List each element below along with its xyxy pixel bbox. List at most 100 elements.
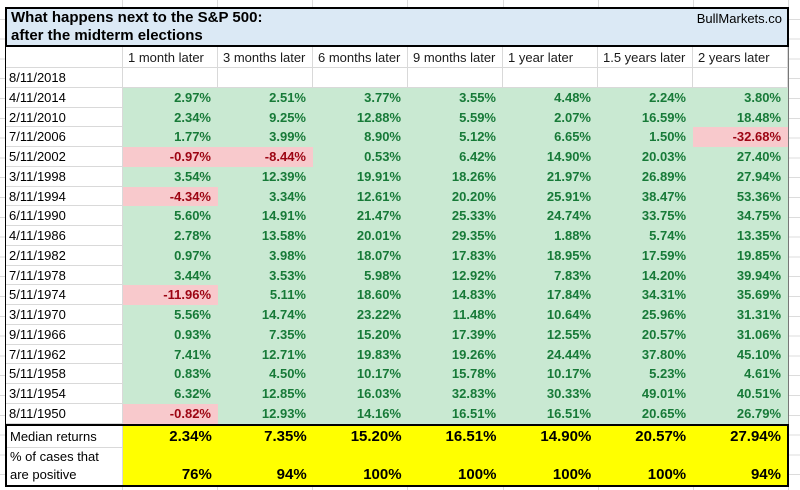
return-cell[interactable]: 2.34% <box>123 107 218 128</box>
return-cell[interactable]: 24.74% <box>503 206 598 227</box>
return-cell[interactable]: 27.40% <box>693 147 788 167</box>
return-cell[interactable]: 19.85% <box>693 245 788 266</box>
return-cell[interactable]: 3.77% <box>313 87 408 108</box>
return-cell[interactable]: 10.64% <box>503 305 598 325</box>
return-cell[interactable]: 9.25% <box>218 107 313 128</box>
return-cell[interactable]: -32.68% <box>693 127 788 148</box>
return-cell[interactable] <box>598 68 693 88</box>
return-cell[interactable]: 20.01% <box>313 226 408 246</box>
return-cell[interactable]: 3.34% <box>218 186 313 207</box>
return-cell[interactable]: 30.33% <box>503 384 598 405</box>
return-cell[interactable]: 3.99% <box>218 127 313 148</box>
return-cell[interactable]: 3.44% <box>123 265 218 286</box>
corner-cell[interactable] <box>6 47 123 68</box>
return-cell[interactable]: 31.31% <box>693 305 788 325</box>
return-cell[interactable]: 7.41% <box>123 344 218 365</box>
column-header[interactable]: 3 months later <box>218 47 313 68</box>
return-cell[interactable]: 15.20% <box>313 324 408 345</box>
return-cell[interactable]: 23.22% <box>313 305 408 325</box>
return-cell[interactable]: 16.03% <box>313 384 408 405</box>
return-cell[interactable]: 45.10% <box>693 344 788 365</box>
return-cell[interactable]: 25.33% <box>408 206 503 227</box>
column-header[interactable]: 6 months later <box>313 47 408 68</box>
return-cell[interactable] <box>503 68 598 88</box>
median-value-cell[interactable]: 14.90% <box>502 426 598 448</box>
return-cell[interactable]: 5.74% <box>598 226 693 246</box>
return-cell[interactable]: 0.53% <box>313 147 408 167</box>
median-value-cell[interactable]: 27.94% <box>692 426 787 448</box>
return-cell[interactable]: 12.61% <box>313 186 408 207</box>
return-cell[interactable]: 18.60% <box>313 285 408 306</box>
return-cell[interactable]: 49.01% <box>598 384 693 405</box>
return-cell[interactable]: 19.91% <box>313 166 408 187</box>
return-cell[interactable]: 27.94% <box>693 166 788 187</box>
return-cell[interactable]: 1.88% <box>503 226 598 246</box>
title-cell[interactable]: BullMarkets.co What happens next to the … <box>5 7 789 47</box>
return-cell[interactable]: 38.47% <box>598 186 693 207</box>
return-cell[interactable]: 0.83% <box>123 364 218 385</box>
return-cell[interactable]: 4.50% <box>218 364 313 385</box>
return-cell[interactable]: 16.51% <box>503 404 598 424</box>
positive-value-cell[interactable]: 100% <box>312 448 408 485</box>
return-cell[interactable]: 34.75% <box>693 206 788 227</box>
return-cell[interactable]: 3.98% <box>218 245 313 266</box>
return-cell[interactable]: 7.83% <box>503 265 598 286</box>
return-cell[interactable]: 10.17% <box>313 364 408 385</box>
date-cell[interactable]: 3/11/1954 <box>6 384 123 405</box>
return-cell[interactable]: 18.07% <box>313 245 408 266</box>
column-header[interactable]: 2 years later <box>693 47 788 68</box>
return-cell[interactable]: 12.55% <box>503 324 598 345</box>
date-cell[interactable]: 4/11/2014 <box>6 87 123 108</box>
return-cell[interactable]: 13.58% <box>218 226 313 246</box>
return-cell[interactable]: 3.55% <box>408 87 503 108</box>
date-cell[interactable]: 3/11/1998 <box>6 166 123 187</box>
return-cell[interactable]: 29.35% <box>408 226 503 246</box>
return-cell[interactable]: -11.96% <box>123 285 218 306</box>
return-cell[interactable]: 12.39% <box>218 166 313 187</box>
return-cell[interactable]: 14.83% <box>408 285 503 306</box>
return-cell[interactable]: 12.85% <box>218 384 313 405</box>
return-cell[interactable]: 16.59% <box>598 107 693 128</box>
return-cell[interactable]: 18.26% <box>408 166 503 187</box>
return-cell[interactable]: 12.92% <box>408 265 503 286</box>
date-cell[interactable]: 9/11/1966 <box>6 324 123 345</box>
return-cell[interactable]: 14.16% <box>313 404 408 424</box>
return-cell[interactable]: 7.35% <box>218 324 313 345</box>
column-header[interactable]: 1.5 years later <box>598 47 693 68</box>
return-cell[interactable]: -0.82% <box>123 404 218 424</box>
return-cell[interactable] <box>218 68 313 88</box>
return-cell[interactable]: 5.59% <box>408 107 503 128</box>
return-cell[interactable]: -4.34% <box>123 186 218 207</box>
date-cell[interactable]: 3/11/1970 <box>6 305 123 325</box>
return-cell[interactable] <box>693 68 788 88</box>
return-cell[interactable]: 53.36% <box>693 186 788 207</box>
return-cell[interactable]: 11.48% <box>408 305 503 325</box>
return-cell[interactable]: 20.57% <box>598 324 693 345</box>
return-cell[interactable]: 13.35% <box>693 226 788 246</box>
return-cell[interactable]: 5.23% <box>598 364 693 385</box>
return-cell[interactable]: 4.48% <box>503 87 598 108</box>
return-cell[interactable]: 2.24% <box>598 87 693 108</box>
return-cell[interactable]: 31.06% <box>693 324 788 345</box>
return-cell[interactable]: 35.69% <box>693 285 788 306</box>
return-cell[interactable]: 26.89% <box>598 166 693 187</box>
median-value-cell[interactable]: 15.20% <box>312 426 408 448</box>
return-cell[interactable]: 3.54% <box>123 166 218 187</box>
return-cell[interactable]: 14.20% <box>598 265 693 286</box>
return-cell[interactable]: 37.80% <box>598 344 693 365</box>
return-cell[interactable]: 1.50% <box>598 127 693 148</box>
median-value-cell[interactable]: 20.57% <box>597 426 693 448</box>
positive-value-cell[interactable]: 100% <box>502 448 598 485</box>
return-cell[interactable]: 12.93% <box>218 404 313 424</box>
return-cell[interactable]: 12.71% <box>218 344 313 365</box>
return-cell[interactable]: 25.96% <box>598 305 693 325</box>
return-cell[interactable]: 0.93% <box>123 324 218 345</box>
return-cell[interactable]: 5.98% <box>313 265 408 286</box>
return-cell[interactable]: 8.90% <box>313 127 408 148</box>
return-cell[interactable]: 2.78% <box>123 226 218 246</box>
positive-value-cell[interactable]: 94% <box>692 448 787 485</box>
return-cell[interactable]: 32.83% <box>408 384 503 405</box>
return-cell[interactable] <box>123 68 218 88</box>
column-header[interactable]: 9 months later <box>408 47 503 68</box>
column-header[interactable]: 1 month later <box>123 47 218 68</box>
